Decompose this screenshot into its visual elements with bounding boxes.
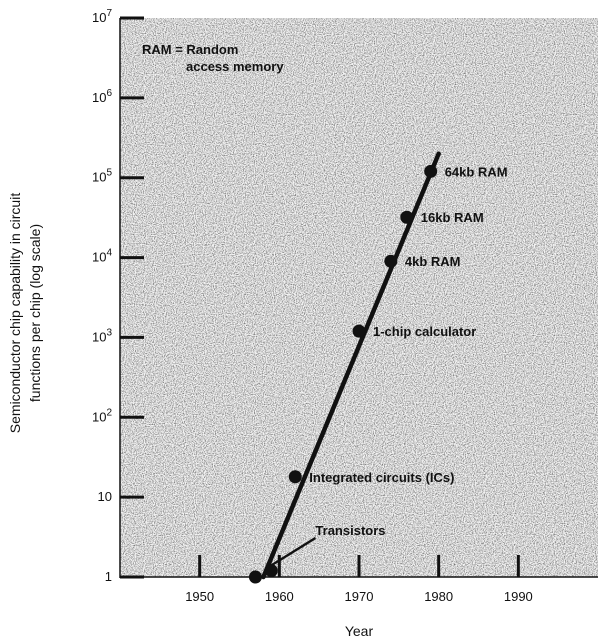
- x-axis-ticks: 1950 1960 1970 1980 1990: [185, 555, 533, 604]
- y-tick-label: 102: [92, 407, 112, 424]
- y-tick-label: 104: [92, 248, 112, 265]
- transistors-leader-line: [264, 536, 317, 571]
- plot-texture: [120, 18, 598, 577]
- y-tick-label: 107: [92, 8, 112, 25]
- y-tick-base: 10: [92, 329, 106, 344]
- y-tick-exponent: 7: [106, 8, 112, 19]
- x-tick-label: 1950: [185, 589, 214, 604]
- point-label: 1-chip calculator: [373, 324, 476, 339]
- data-points: [248, 164, 438, 584]
- y-tick-label: 103: [92, 327, 112, 344]
- y-tick-base: 10: [98, 489, 112, 504]
- data-point: [400, 210, 414, 224]
- y-tick-label: 106: [92, 88, 112, 105]
- y-tick-base: 1: [105, 569, 112, 584]
- point-labels: Transistors Integrated circuits (ICs) 1-ch…: [264, 164, 508, 571]
- y-tick-exponent: 6: [106, 88, 112, 99]
- point-label: 4kb RAM: [405, 254, 461, 269]
- data-point: [248, 570, 262, 584]
- y-tick-base: 10: [92, 90, 106, 105]
- x-tick-label: 1970: [345, 589, 374, 604]
- y-tick-base: 10: [92, 250, 106, 265]
- y-axis-title: Semiconductor chip capability in circuit…: [7, 193, 43, 434]
- point-label: Transistors: [315, 523, 385, 538]
- trend-line-group: [261, 151, 441, 580]
- y-axis-title-line-2: functions per chip (log scale): [27, 224, 43, 402]
- y-tick-base: 10: [92, 170, 106, 185]
- x-tick-label: 1960: [265, 589, 294, 604]
- y-tick-label: 10: [98, 489, 112, 504]
- y-tick-base: 10: [92, 409, 106, 424]
- y-tick-label: 105: [92, 168, 112, 185]
- legend-note-line-2: access memory: [186, 59, 284, 74]
- legend-note: RAM = Random access memory: [142, 42, 284, 74]
- y-tick-label: 1: [105, 569, 112, 584]
- point-label: Integrated circuits (ICs): [309, 470, 454, 485]
- data-point: [424, 164, 438, 178]
- data-point: [352, 324, 366, 338]
- x-tick-label: 1980: [424, 589, 453, 604]
- y-tick-exponent: 4: [106, 248, 112, 259]
- point-label: 16kb RAM: [421, 210, 484, 225]
- legend-note-line-1: RAM = Random: [142, 42, 238, 57]
- x-tick-label: 1990: [504, 589, 533, 604]
- y-tick-base: 10: [92, 10, 106, 25]
- y-tick-exponent: 2: [106, 407, 112, 418]
- y-axis-title-line-1: Semiconductor chip capability in circuit: [7, 193, 23, 434]
- trend-line: [261, 151, 441, 580]
- y-tick-exponent: 5: [106, 168, 112, 179]
- data-point: [288, 470, 302, 484]
- point-label: 64kb RAM: [445, 164, 508, 179]
- y-tick-exponent: 3: [106, 327, 112, 338]
- x-axis-title: Year: [345, 623, 374, 639]
- data-point: [384, 254, 398, 268]
